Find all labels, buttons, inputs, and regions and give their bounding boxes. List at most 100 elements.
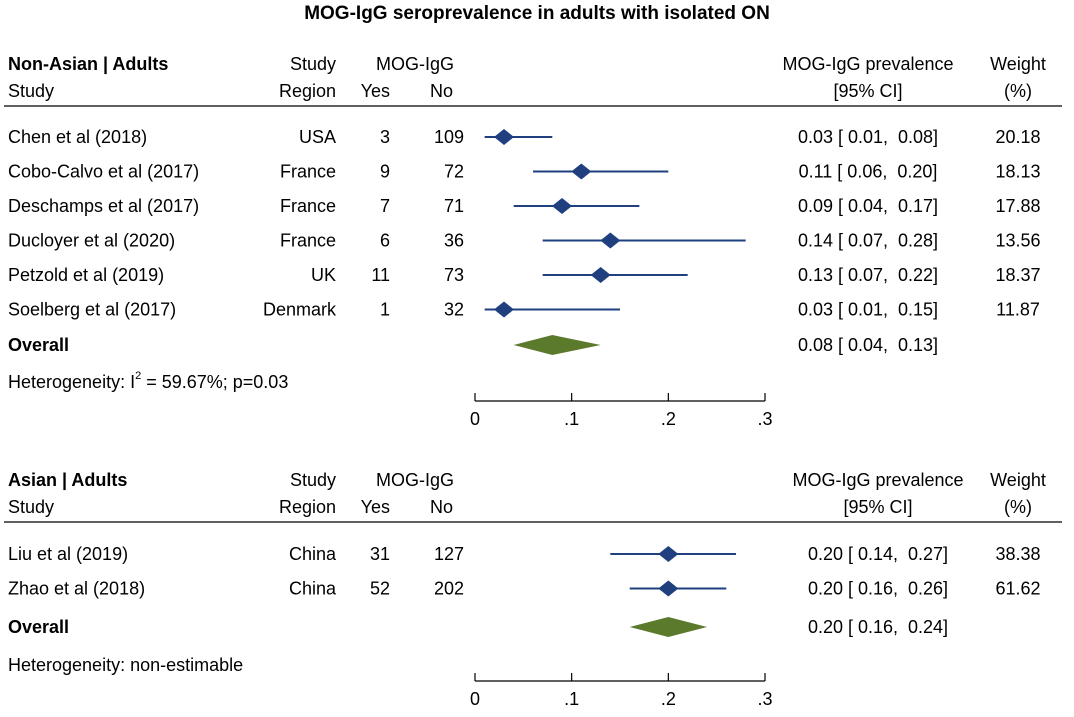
study-region: Denmark bbox=[263, 300, 337, 320]
x-tick-label: .2 bbox=[661, 689, 676, 709]
header-region-top: Study bbox=[290, 54, 336, 74]
study-region: China bbox=[289, 579, 337, 599]
study-no: 32 bbox=[444, 300, 464, 320]
study-weight: 20.18 bbox=[995, 127, 1040, 147]
study-weight: 11.87 bbox=[996, 300, 1040, 320]
point-estimate bbox=[590, 267, 611, 283]
study-yes: 9 bbox=[380, 162, 390, 182]
study-ci-text: 0.03 [ 0.01, 0.15] bbox=[798, 300, 938, 320]
header-no: No bbox=[430, 81, 453, 101]
study-weight: 17.88 bbox=[995, 196, 1040, 216]
study-weight: 18.37 bbox=[995, 265, 1040, 285]
heterogeneity-prefix: Heterogeneity: non-estimable bbox=[8, 655, 243, 675]
study-region: France bbox=[280, 162, 336, 182]
header-yes: Yes bbox=[361, 497, 390, 517]
study-region: UK bbox=[311, 265, 336, 285]
study-region: China bbox=[289, 544, 337, 564]
study-yes: 31 bbox=[370, 544, 390, 564]
overall-label: Overall bbox=[8, 617, 69, 637]
x-tick-label: .3 bbox=[757, 689, 772, 709]
overall-diamond bbox=[513, 335, 601, 355]
study-yes: 11 bbox=[371, 265, 390, 285]
study-no: 71 bbox=[444, 196, 464, 216]
point-estimate bbox=[600, 232, 621, 249]
study-name: Ducloyer et al (2020) bbox=[8, 231, 175, 251]
study-no: 202 bbox=[434, 579, 464, 599]
x-tick-label: 0 bbox=[470, 409, 480, 429]
group-label: Asian | Adults bbox=[8, 470, 127, 490]
study-yes: 1 bbox=[380, 300, 390, 320]
study-no: 72 bbox=[444, 162, 464, 182]
header-weight: Weight bbox=[990, 54, 1046, 74]
chart-title: MOG-IgG seroprevalence in adults with is… bbox=[304, 3, 770, 24]
study-no: 127 bbox=[434, 544, 464, 564]
header-region: Region bbox=[279, 497, 336, 517]
header-yes: Yes bbox=[361, 81, 390, 101]
study-region: France bbox=[280, 196, 336, 216]
x-tick-label: .1 bbox=[564, 409, 579, 429]
study-name: Zhao et al (2018) bbox=[8, 579, 145, 599]
study-yes: 6 bbox=[380, 231, 390, 251]
point-estimate bbox=[658, 546, 679, 562]
study-weight: 13.56 bbox=[995, 231, 1040, 251]
header-region: Region bbox=[279, 81, 336, 101]
study-ci-text: 0.09 [ 0.04, 0.17] bbox=[798, 196, 938, 216]
study-name: Cobo-Calvo et al (2017) bbox=[8, 162, 199, 182]
overall-ci-text: 0.20 [ 0.16, 0.24] bbox=[808, 617, 948, 637]
header-weight-unit: (%) bbox=[1004, 81, 1032, 101]
header-no: No bbox=[430, 497, 453, 517]
study-weight: 61.62 bbox=[995, 579, 1040, 599]
study-ci-text: 0.20 [ 0.16, 0.26] bbox=[808, 579, 948, 599]
study-name: Deschamps et al (2017) bbox=[8, 196, 199, 216]
heterogeneity-prefix: Heterogeneity: I bbox=[8, 372, 135, 392]
study-region: France bbox=[280, 231, 336, 251]
study-ci-text: 0.03 [ 0.01, 0.08] bbox=[798, 127, 938, 147]
study-yes: 3 bbox=[380, 127, 390, 147]
heterogeneity-sup: 2 bbox=[135, 370, 141, 382]
heterogeneity: Heterogeneity: non-estimable bbox=[8, 655, 243, 675]
x-tick-label: .2 bbox=[661, 409, 676, 429]
overall-diamond bbox=[629, 617, 707, 637]
study-name: Soelberg et al (2017) bbox=[8, 300, 176, 320]
study-name: Petzold et al (2019) bbox=[8, 265, 164, 285]
study-name: Liu et al (2019) bbox=[8, 544, 128, 564]
header-mog-igg: MOG-IgG bbox=[376, 470, 454, 490]
heterogeneity-suffix: = 59.67%; p=0.03 bbox=[141, 372, 288, 392]
header-region-top: Study bbox=[290, 470, 336, 490]
group-label: Non-Asian | Adults bbox=[8, 54, 168, 74]
header-study: Study bbox=[8, 81, 54, 101]
study-no: 36 bbox=[444, 231, 464, 251]
heterogeneity: Heterogeneity: I2 = 59.67%; p=0.03 bbox=[8, 370, 288, 392]
study-region: USA bbox=[299, 127, 336, 147]
header-weight: Weight bbox=[990, 470, 1046, 490]
study-yes: 52 bbox=[370, 579, 390, 599]
study-no: 109 bbox=[434, 127, 464, 147]
overall-ci-text: 0.08 [ 0.04, 0.13] bbox=[798, 335, 938, 355]
study-name: Chen et al (2018) bbox=[8, 127, 147, 147]
point-estimate bbox=[494, 129, 514, 145]
overall-label: Overall bbox=[8, 335, 69, 355]
x-tick-label: .1 bbox=[564, 689, 579, 709]
header-study: Study bbox=[8, 497, 54, 517]
header-weight-unit: (%) bbox=[1004, 497, 1032, 517]
x-tick-label: 0 bbox=[470, 689, 480, 709]
study-ci-text: 0.14 [ 0.07, 0.28] bbox=[798, 231, 938, 251]
point-estimate bbox=[658, 580, 679, 597]
header-ci: [95% CI] bbox=[843, 497, 912, 517]
point-estimate bbox=[552, 198, 572, 214]
header-prevalence: MOG-IgG prevalence bbox=[792, 470, 963, 490]
study-ci-text: 0.11 [ 0.06, 0.20] bbox=[799, 162, 938, 182]
header-prevalence: MOG-IgG prevalence bbox=[782, 54, 953, 74]
x-tick-label: .3 bbox=[757, 409, 772, 429]
study-weight: 18.13 bbox=[995, 162, 1040, 182]
header-mog-igg: MOG-IgG bbox=[376, 54, 454, 74]
point-estimate bbox=[571, 163, 592, 180]
point-estimate bbox=[494, 301, 514, 318]
study-weight: 38.38 bbox=[995, 544, 1040, 564]
study-no: 73 bbox=[444, 265, 464, 285]
study-ci-text: 0.13 [ 0.07, 0.22] bbox=[798, 265, 938, 285]
study-yes: 7 bbox=[380, 196, 390, 216]
header-ci: [95% CI] bbox=[833, 81, 902, 101]
study-ci-text: 0.20 [ 0.14, 0.27] bbox=[808, 544, 948, 564]
